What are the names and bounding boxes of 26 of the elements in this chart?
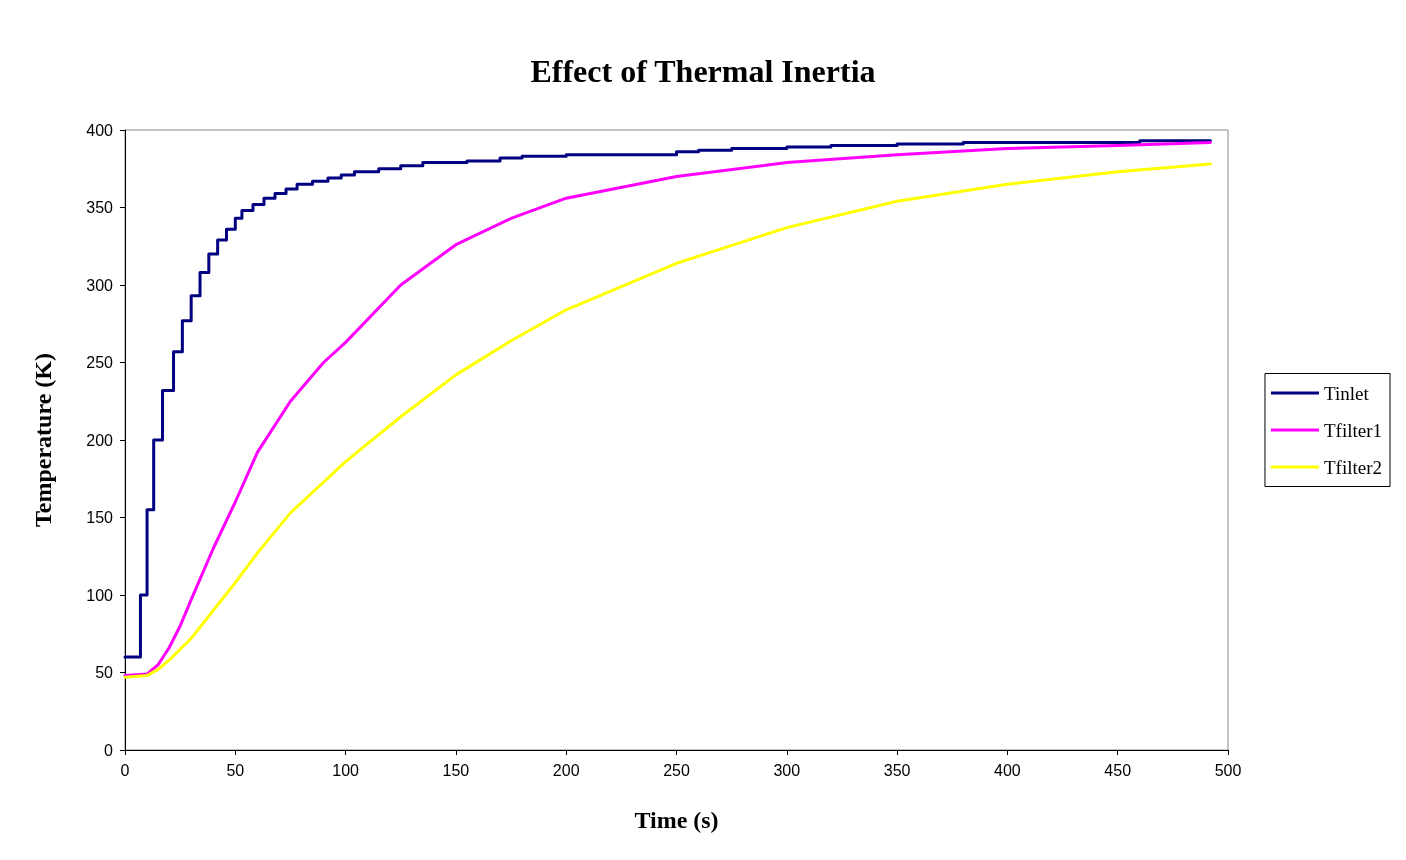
legend-label: Tfilter2 bbox=[1323, 456, 1382, 478]
x-tick-label: 100 bbox=[332, 761, 360, 779]
y-tick-label: 0 bbox=[104, 741, 114, 759]
y-tick-label: 50 bbox=[95, 664, 114, 681]
x-tick-label: 250 bbox=[663, 761, 690, 779]
chart-title: Effect of Thermal Inertia bbox=[530, 53, 876, 89]
x-tick-label: 400 bbox=[994, 761, 1021, 779]
y-tick-label: 100 bbox=[86, 586, 114, 604]
x-tick-label: 350 bbox=[883, 761, 911, 779]
x-axis-title: Time (s) bbox=[634, 807, 719, 833]
x-tick-label: 300 bbox=[773, 761, 801, 779]
x-tick-label: 500 bbox=[1214, 761, 1242, 779]
y-tick-label: 300 bbox=[86, 276, 114, 294]
legend-label: Tinlet bbox=[1323, 382, 1370, 404]
x-tick-label: 200 bbox=[552, 761, 580, 779]
y-axis-title: Temperature (K) bbox=[30, 353, 56, 527]
y-tick-label: 150 bbox=[86, 509, 114, 526]
y-tick-label: 350 bbox=[86, 199, 114, 216]
x-tick-label: 50 bbox=[226, 761, 245, 779]
x-tick-label: 0 bbox=[120, 761, 130, 779]
x-tick-label: 150 bbox=[442, 761, 470, 779]
y-tick-label: 200 bbox=[86, 431, 114, 449]
x-tick-label: 450 bbox=[1104, 761, 1132, 779]
y-tick-label: 250 bbox=[86, 354, 114, 371]
legend-label: Tfilter1 bbox=[1323, 419, 1382, 441]
y-tick-label: 400 bbox=[86, 121, 114, 139]
